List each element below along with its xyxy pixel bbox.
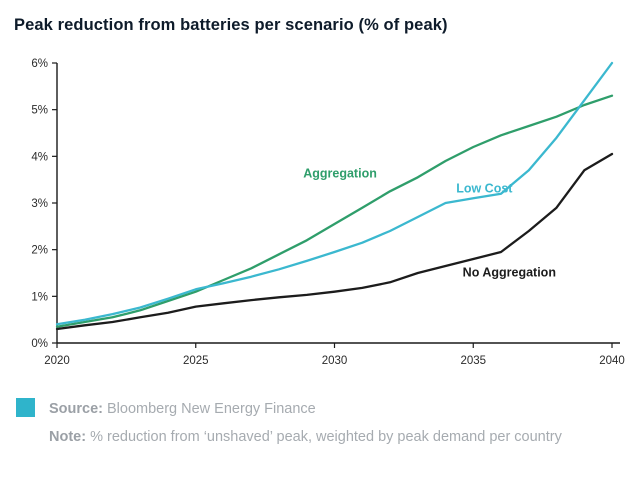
- y-tick-label: 1%: [31, 291, 48, 303]
- line-chart: 0% 1% 2% 3% 4% 5% 6% 2020 2025 2030 2035 2040 Aggreg…: [31, 58, 625, 367]
- x-tick-label: 2040: [599, 355, 625, 367]
- y-tick-label: 4%: [31, 151, 48, 163]
- chart-footer: Source: Bloomberg New Energy Finance Note…: [0, 381, 640, 451]
- series-label-no-aggregation: No Aggregation: [463, 266, 556, 280]
- series-label-low-cost: Low Cost: [456, 182, 513, 196]
- note-label: Note:: [49, 429, 87, 445]
- series-label-aggregation: Aggregation: [303, 166, 377, 180]
- y-tick-label: 3%: [31, 198, 48, 210]
- series-line-low-cost: [55, 61, 614, 326]
- y-tick-label: 5%: [31, 105, 48, 117]
- y-tick-label: 6%: [31, 58, 48, 70]
- brand-swatch-icon: [16, 398, 35, 417]
- x-tick-label: 2035: [460, 355, 486, 367]
- note-text: % reduction from ‘unshaved’ peak, weight…: [90, 429, 562, 445]
- series-line-aggregation: [55, 94, 614, 328]
- source-text: Bloomberg New Energy Finance: [107, 401, 316, 417]
- y-tick-label: 2%: [31, 245, 48, 257]
- x-tick-label: 2025: [183, 355, 209, 367]
- note-line: Note:% reduction from ‘unshaved’ peak, w…: [49, 423, 562, 451]
- y-tick-label: 0%: [31, 338, 48, 350]
- source-line: Source: Bloomberg New Energy Finance: [49, 395, 562, 423]
- source-label: Source:: [49, 401, 103, 417]
- footer-text: Source: Bloomberg New Energy Finance Note…: [49, 395, 562, 451]
- chart-title: Peak reduction from batteries per scenar…: [14, 16, 448, 34]
- series-line-no-aggregation: [55, 152, 614, 331]
- x-tick-label: 2020: [44, 355, 70, 367]
- x-tick-label: 2030: [322, 355, 348, 367]
